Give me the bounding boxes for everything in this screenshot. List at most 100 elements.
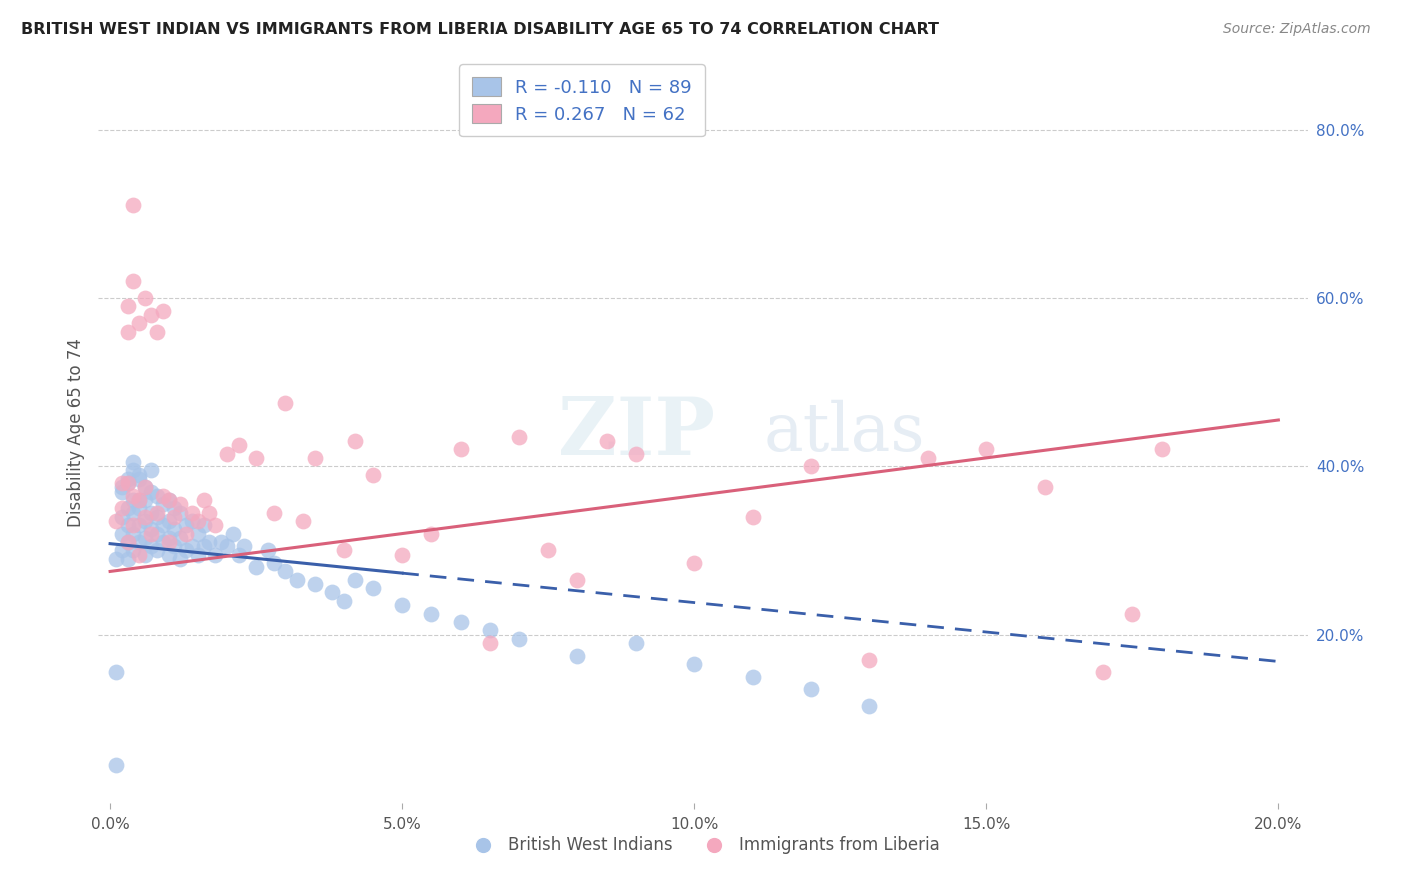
- Point: [209, 535, 232, 549]
- Point: [683, 556, 706, 570]
- Point: [128, 472, 150, 486]
- Point: [222, 526, 245, 541]
- Point: [111, 509, 134, 524]
- Point: [567, 573, 589, 587]
- Point: [193, 539, 215, 553]
- Point: [858, 653, 880, 667]
- Point: [163, 509, 186, 524]
- Point: [228, 548, 250, 562]
- Text: BRITISH WEST INDIAN VS IMMIGRANTS FROM LIBERIA DISABILITY AGE 65 TO 74 CORRELATI: BRITISH WEST INDIAN VS IMMIGRANTS FROM L…: [21, 22, 939, 37]
- Point: [193, 492, 215, 507]
- Point: [134, 514, 156, 528]
- Point: [285, 573, 308, 587]
- Point: [117, 476, 139, 491]
- Point: [128, 492, 150, 507]
- Point: [450, 442, 472, 457]
- Point: [157, 492, 180, 507]
- Point: [139, 308, 162, 322]
- Point: [152, 489, 174, 503]
- Point: [104, 665, 127, 680]
- Point: [134, 480, 156, 494]
- Point: [233, 539, 256, 553]
- Point: [134, 291, 156, 305]
- Point: [304, 450, 326, 465]
- Point: [117, 325, 139, 339]
- Point: [344, 573, 367, 587]
- Point: [169, 531, 191, 545]
- Point: [169, 497, 191, 511]
- Point: [139, 463, 162, 477]
- Point: [139, 522, 162, 536]
- Point: [169, 506, 191, 520]
- Point: [128, 518, 150, 533]
- Point: [228, 438, 250, 452]
- Point: [157, 548, 180, 562]
- Point: [344, 434, 367, 448]
- Point: [157, 535, 180, 549]
- Point: [152, 303, 174, 318]
- Point: [146, 543, 169, 558]
- Point: [741, 670, 763, 684]
- Point: [111, 501, 134, 516]
- Point: [128, 501, 150, 516]
- Point: [187, 526, 209, 541]
- Point: [146, 489, 169, 503]
- Point: [274, 396, 297, 410]
- Point: [508, 430, 530, 444]
- Point: [174, 518, 197, 533]
- Legend: British West Indians, Immigrants from Liberia: British West Indians, Immigrants from Li…: [460, 830, 946, 861]
- Point: [180, 539, 202, 553]
- Point: [117, 518, 139, 533]
- Point: [304, 577, 326, 591]
- Point: [117, 551, 139, 566]
- Point: [117, 472, 139, 486]
- Point: [169, 551, 191, 566]
- Point: [420, 526, 443, 541]
- Point: [917, 450, 939, 465]
- Point: [800, 459, 823, 474]
- Point: [104, 551, 127, 566]
- Point: [204, 548, 226, 562]
- Point: [974, 442, 997, 457]
- Point: [122, 455, 145, 469]
- Point: [1150, 442, 1173, 457]
- Point: [595, 434, 617, 448]
- Point: [157, 492, 180, 507]
- Point: [245, 560, 267, 574]
- Point: [117, 535, 139, 549]
- Point: [122, 463, 145, 477]
- Point: [128, 467, 150, 482]
- Point: [537, 543, 560, 558]
- Point: [122, 198, 145, 212]
- Point: [332, 543, 354, 558]
- Point: [122, 543, 145, 558]
- Point: [152, 497, 174, 511]
- Point: [122, 506, 145, 520]
- Point: [193, 518, 215, 533]
- Point: [111, 484, 134, 499]
- Point: [139, 539, 162, 553]
- Text: atlas: atlas: [763, 400, 925, 466]
- Point: [321, 585, 343, 599]
- Point: [128, 548, 150, 562]
- Point: [111, 543, 134, 558]
- Point: [391, 548, 413, 562]
- Point: [361, 581, 384, 595]
- Point: [128, 535, 150, 549]
- Point: [117, 501, 139, 516]
- Point: [274, 565, 297, 579]
- Point: [508, 632, 530, 646]
- Point: [391, 598, 413, 612]
- Point: [361, 467, 384, 482]
- Point: [624, 447, 647, 461]
- Text: ZIP: ZIP: [558, 393, 714, 472]
- Point: [1121, 607, 1143, 621]
- Point: [111, 480, 134, 494]
- Point: [450, 615, 472, 629]
- Point: [134, 509, 156, 524]
- Point: [741, 509, 763, 524]
- Point: [291, 514, 314, 528]
- Point: [128, 316, 150, 330]
- Point: [478, 624, 501, 638]
- Point: [180, 514, 202, 528]
